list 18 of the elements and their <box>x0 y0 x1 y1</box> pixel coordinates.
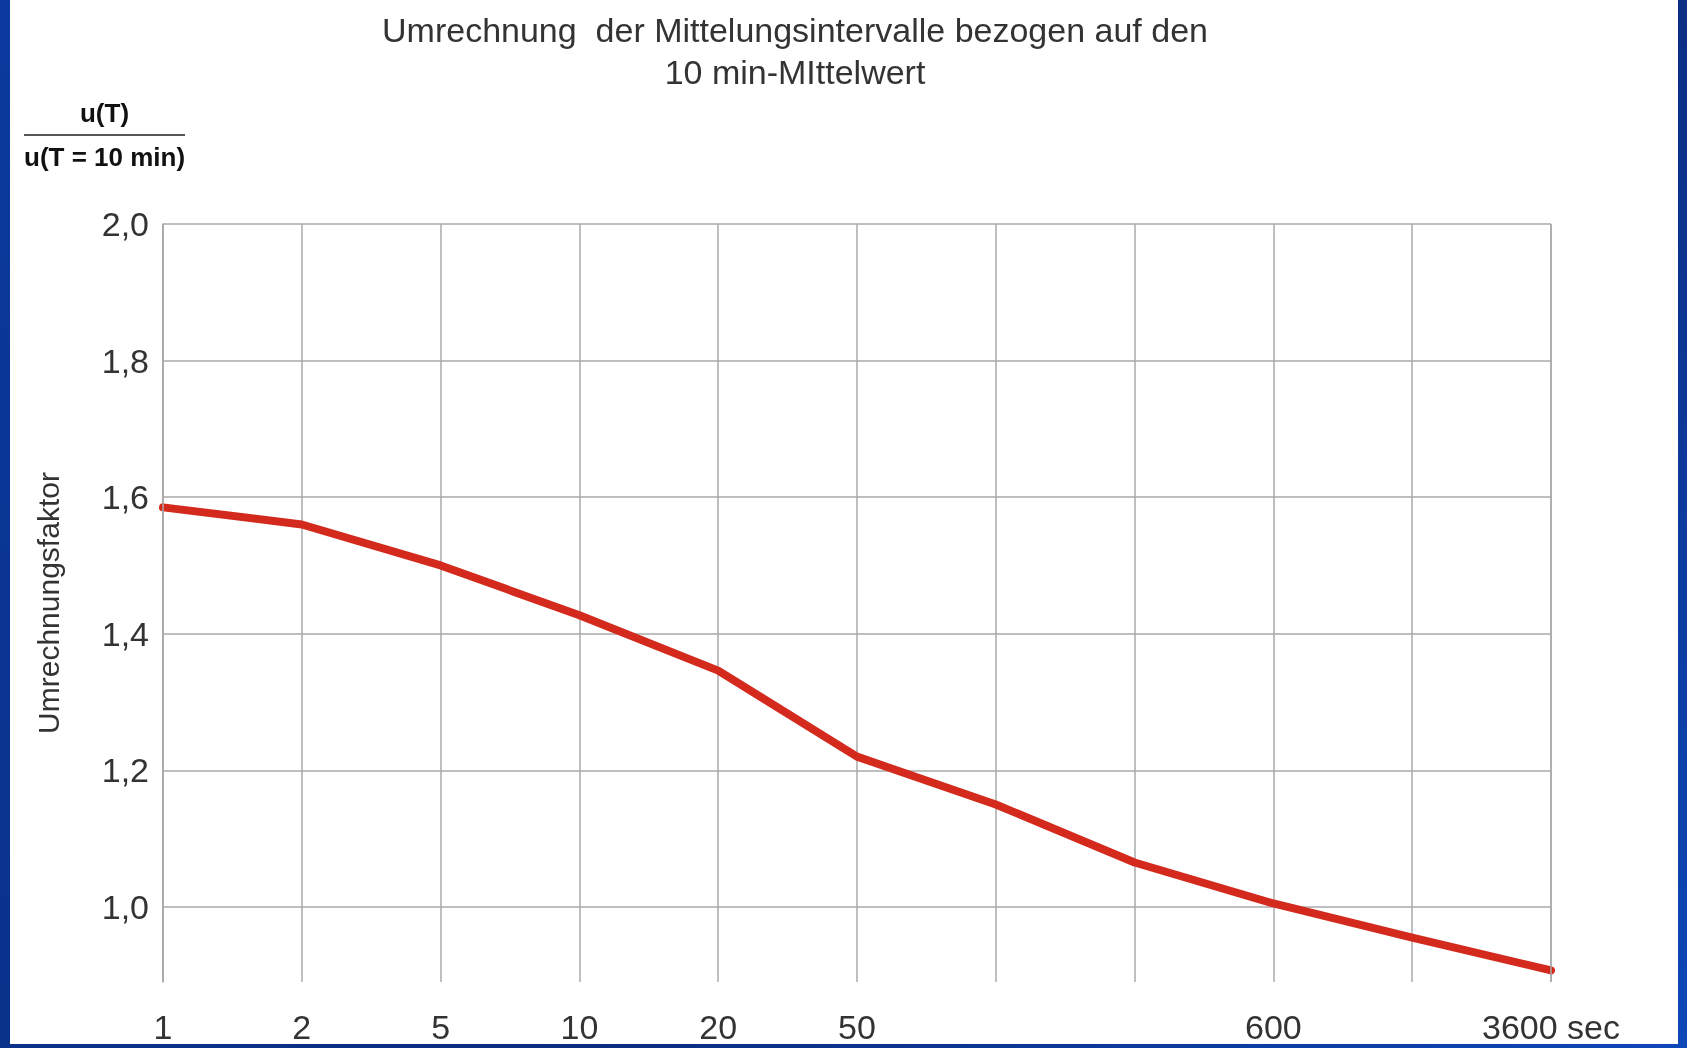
y-tick-label: 1,0 <box>101 887 149 926</box>
x-tick-label: 10 <box>560 1008 599 1046</box>
text: u(T = 10 min) <box>24 141 186 174</box>
y-axis-title: Umrechnungsfaktor <box>31 472 65 734</box>
x-tick-label: 600 <box>1245 1008 1302 1046</box>
x-tick-label: 2 <box>292 1008 312 1046</box>
x-tick-label: 20 <box>699 1008 738 1046</box>
x-tick-label: 3600 sec <box>1482 1008 1620 1046</box>
y-tick-label: 1,6 <box>101 478 149 517</box>
x-tick-label: 1 <box>153 1008 173 1046</box>
x-tick-label: 5 <box>431 1008 451 1046</box>
y-tick-label: 1,4 <box>101 614 149 653</box>
chart-title: Umrechnung der Mittelungsintervalle bezogen auf den 10 min-MIttelwert <box>382 11 1208 91</box>
y-tick-label: 1,2 <box>101 751 149 790</box>
y-tick-label: 1,8 <box>101 341 149 380</box>
y-tick-label: 2,0 <box>101 205 149 243</box>
text: u(T) <box>24 92 186 136</box>
x-tick-label: 50 <box>838 1008 876 1046</box>
